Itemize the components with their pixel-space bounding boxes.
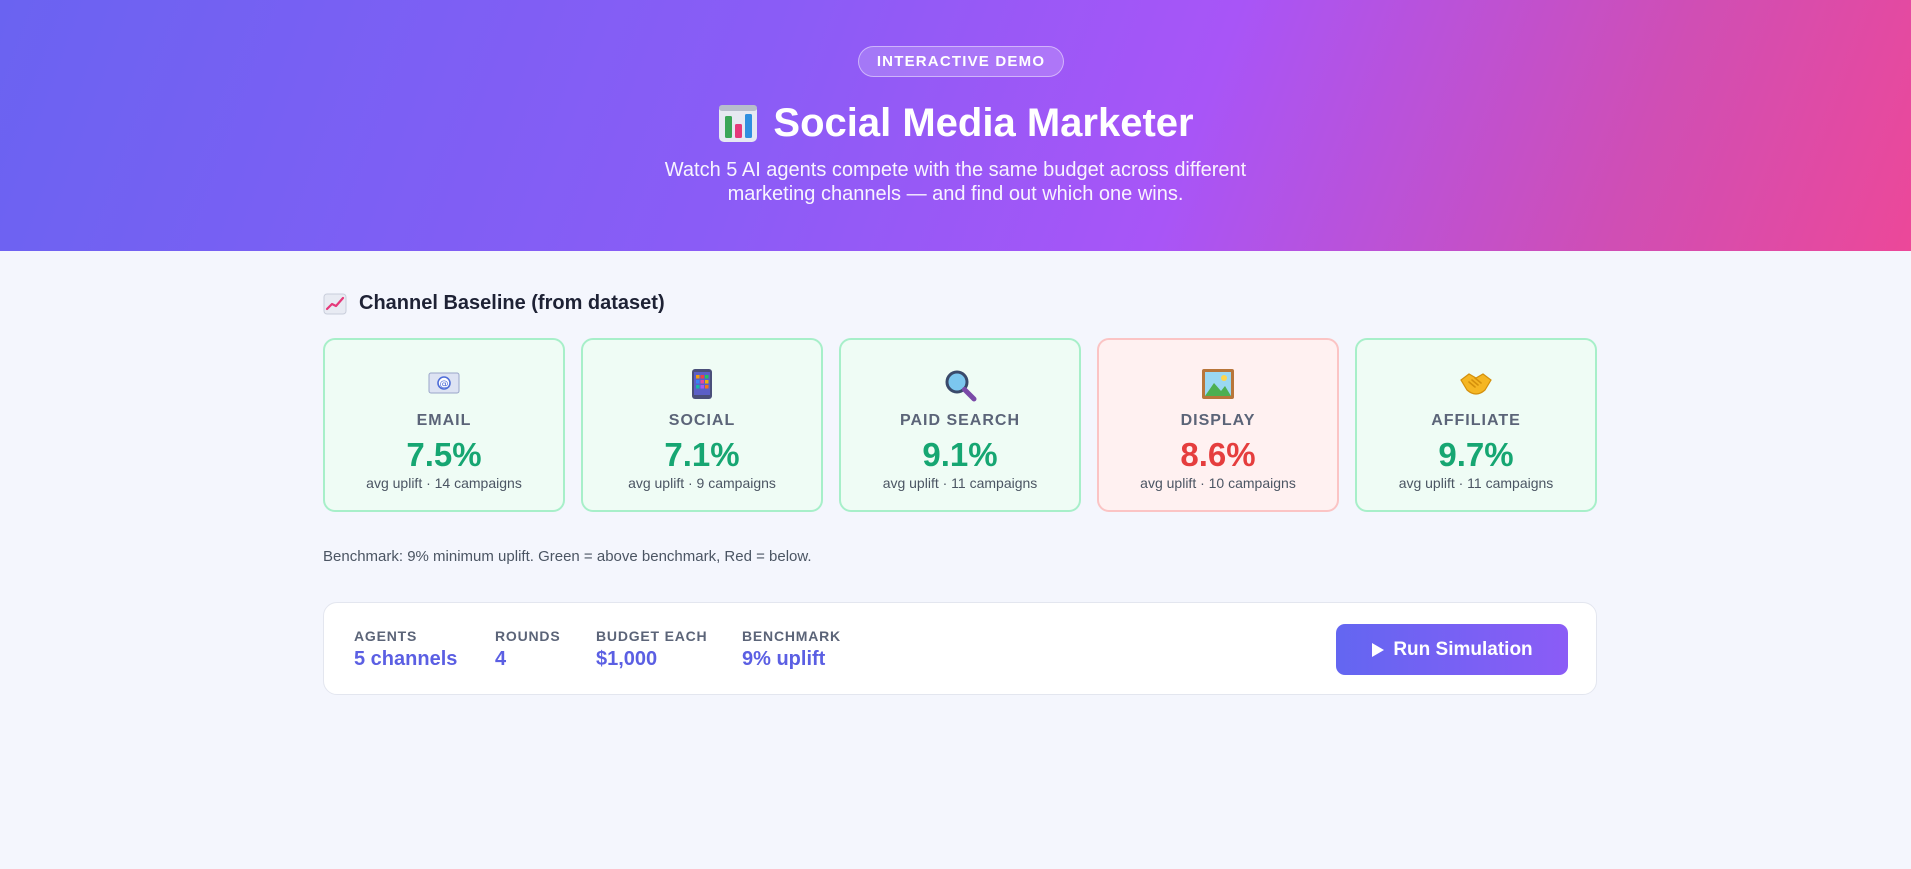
stat-value: 4 xyxy=(495,648,507,670)
stat-value: 5 channels xyxy=(354,648,458,670)
email-icon: @ xyxy=(428,372,460,394)
channel-baseline-title: Channel Baseline (from dataset) xyxy=(359,292,665,314)
channel-name: PAID SEARCH xyxy=(899,412,1021,429)
channel-name: DISPLAY xyxy=(1180,412,1256,429)
stat-label: BENCHMARK xyxy=(742,628,841,644)
stat-value: $1,000 xyxy=(596,648,658,670)
magnifier-icon xyxy=(945,370,977,402)
benchmark-note: Benchmark: 9% minimum uplift. Green = ab… xyxy=(323,548,812,565)
stat-value: 9% uplift xyxy=(742,648,826,670)
channel-name: SOCIAL xyxy=(668,412,736,429)
bar-chart-icon xyxy=(719,105,758,142)
stat-label: BUDGET EACH xyxy=(596,628,708,644)
stat-benchmark: BENCHMARK 9% uplift xyxy=(742,628,841,671)
channel-card-paid-search: PAID SEARCH 9.1% avg uplift · 11 campaig… xyxy=(839,338,1081,512)
simulation-controls-panel: AGENTS 5 channels ROUNDS 4 BUDGET EACH $… xyxy=(323,602,1597,695)
mobile-phone-icon xyxy=(692,369,712,399)
page-title: Social Media Marketer xyxy=(0,98,1911,148)
channel-cards: @ EMAIL 7.5% avg uplift · 14 campaigns S… xyxy=(323,338,1597,512)
channel-meta: avg uplift · 11 campaigns xyxy=(1398,475,1554,491)
stat-budget-each: BUDGET EACH $1,000 xyxy=(596,628,707,671)
run-simulation-button[interactable]: Run Simulation xyxy=(1336,624,1568,675)
channel-name: EMAIL xyxy=(416,412,472,429)
channel-uplift-value: 8.6% xyxy=(1180,436,1256,473)
channel-uplift-value: 9.7% xyxy=(1438,436,1514,473)
hero-banner: INTERACTIVE DEMO Social Media Marketer W… xyxy=(0,0,1911,251)
stat-rounds: ROUNDS 4 xyxy=(495,628,560,671)
interactive-demo-badge: INTERACTIVE DEMO xyxy=(858,46,1064,77)
channel-baseline-heading: Channel Baseline (from dataset) xyxy=(323,292,665,315)
play-icon xyxy=(1372,642,1385,657)
channel-uplift-value: 7.5% xyxy=(406,436,482,473)
page-title-text: Social Media Marketer xyxy=(773,101,1194,145)
channel-card-social: SOCIAL 7.1% avg uplift · 9 campaigns xyxy=(581,338,823,512)
channel-meta: avg uplift · 9 campaigns xyxy=(628,475,776,491)
stat-label: AGENTS xyxy=(354,628,418,644)
channel-meta: avg uplift · 10 campaigns xyxy=(1140,475,1296,491)
svg-text:@: @ xyxy=(440,380,449,390)
channel-card-affiliate: AFFILIATE 9.7% avg uplift · 11 campaigns xyxy=(1355,338,1597,512)
channel-meta: avg uplift · 11 campaigns xyxy=(882,475,1038,491)
channel-uplift-value: 9.1% xyxy=(922,436,998,473)
trend-chart-icon xyxy=(323,293,347,314)
channel-card-email: @ EMAIL 7.5% avg uplift · 14 campaigns xyxy=(323,338,565,512)
handshake-icon xyxy=(1460,373,1492,395)
stat-agents: AGENTS 5 channels xyxy=(354,628,457,671)
page-subtitle: Watch 5 AI agents compete with the same … xyxy=(664,159,1247,205)
channel-card-display: DISPLAY 8.6% avg uplift · 10 campaigns xyxy=(1097,338,1339,512)
channel-meta: avg uplift · 14 campaigns xyxy=(366,475,522,491)
channel-uplift-value: 7.1% xyxy=(664,436,740,473)
channel-name: AFFILIATE xyxy=(1431,412,1521,429)
run-simulation-label: Run Simulation xyxy=(1393,638,1533,660)
framed-picture-icon xyxy=(1202,369,1234,399)
stat-label: ROUNDS xyxy=(495,628,561,644)
